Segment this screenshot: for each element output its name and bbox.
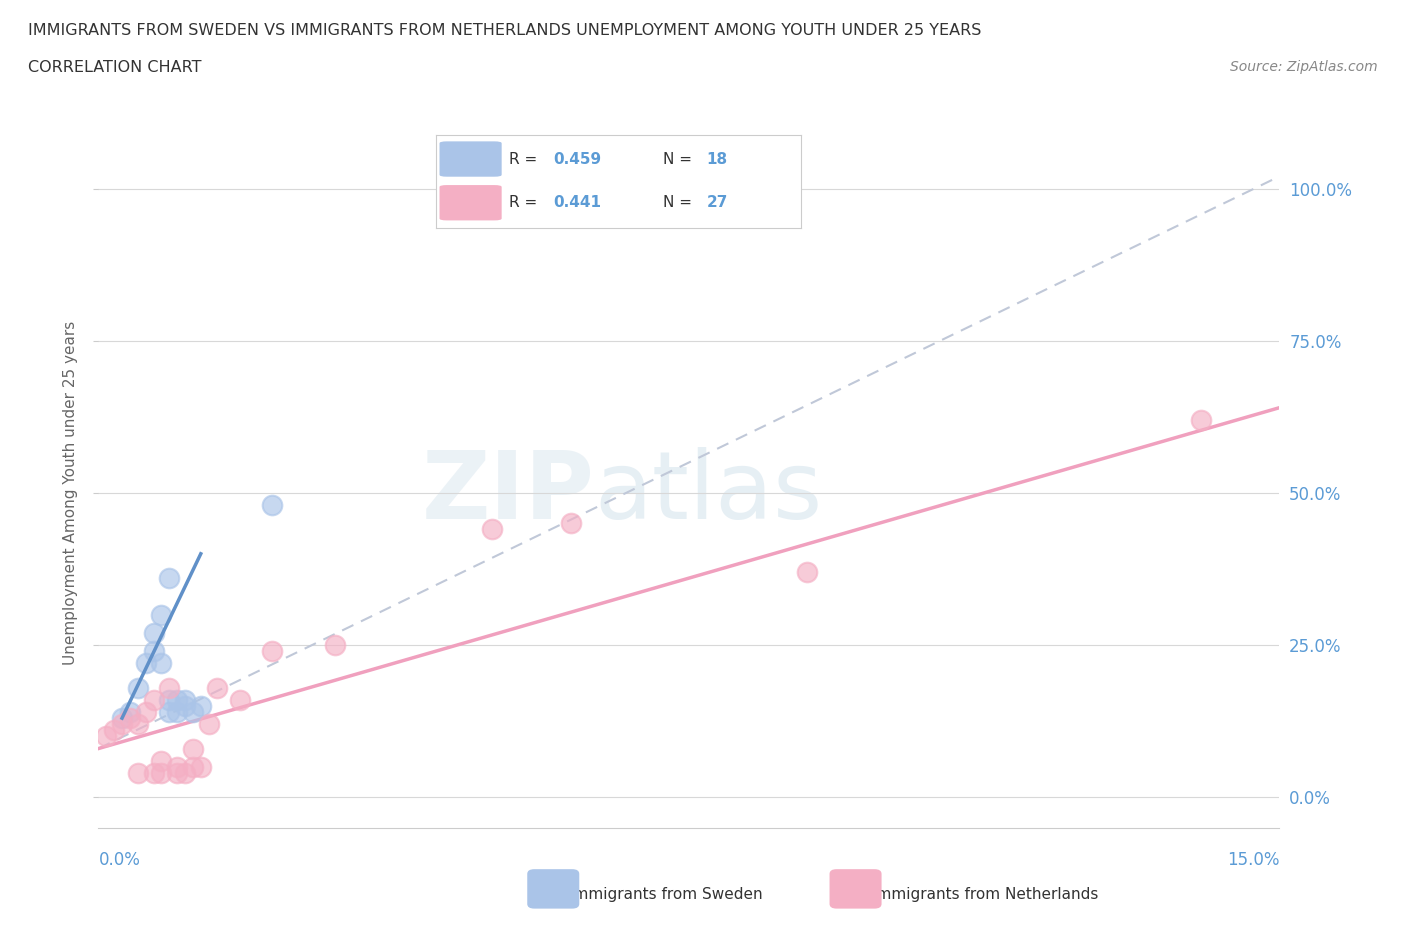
Point xyxy=(127,765,149,780)
Point xyxy=(96,729,118,744)
Point xyxy=(181,705,204,720)
Point xyxy=(174,765,197,780)
Text: 27: 27 xyxy=(706,195,728,210)
Text: IMMIGRANTS FROM SWEDEN VS IMMIGRANTS FROM NETHERLANDS UNEMPLOYMENT AMONG YOUTH U: IMMIGRANTS FROM SWEDEN VS IMMIGRANTS FRO… xyxy=(28,23,981,38)
Point xyxy=(142,644,165,658)
Text: Source: ZipAtlas.com: Source: ZipAtlas.com xyxy=(1230,60,1378,74)
Point xyxy=(142,765,165,780)
Point xyxy=(166,760,188,775)
Point xyxy=(157,571,180,586)
Point xyxy=(150,607,173,622)
Text: 0.459: 0.459 xyxy=(553,153,600,167)
Point xyxy=(150,765,173,780)
Text: 18: 18 xyxy=(706,153,727,167)
Point xyxy=(135,705,157,720)
Text: 0.441: 0.441 xyxy=(553,195,600,210)
Point xyxy=(166,705,188,720)
Point xyxy=(118,711,141,725)
Text: atlas: atlas xyxy=(595,447,823,538)
Point xyxy=(181,741,204,756)
Point xyxy=(260,644,283,658)
Point xyxy=(560,516,582,531)
Text: R =: R = xyxy=(509,195,543,210)
Point xyxy=(142,693,165,708)
Point xyxy=(150,656,173,671)
Point xyxy=(150,753,173,768)
Point xyxy=(127,717,149,732)
Text: ZIP: ZIP xyxy=(422,447,595,538)
Point xyxy=(481,522,503,537)
FancyBboxPatch shape xyxy=(440,141,502,177)
Point xyxy=(190,760,212,775)
Text: N =: N = xyxy=(662,153,696,167)
Text: Immigrants from Sweden: Immigrants from Sweden xyxy=(569,887,763,902)
Y-axis label: Unemployment Among Youth under 25 years: Unemployment Among Youth under 25 years xyxy=(63,321,77,665)
Point xyxy=(181,760,204,775)
Point xyxy=(260,498,283,512)
Point xyxy=(111,717,134,732)
Text: Immigrants from Netherlands: Immigrants from Netherlands xyxy=(872,887,1098,902)
Point xyxy=(1189,412,1212,427)
Text: 0.0%: 0.0% xyxy=(98,851,141,869)
Point xyxy=(190,698,212,713)
Point xyxy=(111,711,134,725)
Point xyxy=(157,693,180,708)
Text: R =: R = xyxy=(509,153,543,167)
FancyBboxPatch shape xyxy=(440,185,502,220)
Point xyxy=(166,765,188,780)
Point xyxy=(229,693,252,708)
Point xyxy=(205,680,228,695)
Point xyxy=(174,698,197,713)
Point xyxy=(142,626,165,641)
Point xyxy=(157,705,180,720)
Point xyxy=(157,680,180,695)
Point xyxy=(135,656,157,671)
Text: CORRELATION CHART: CORRELATION CHART xyxy=(28,60,201,75)
Point xyxy=(197,717,219,732)
Point xyxy=(174,693,197,708)
Point xyxy=(166,693,188,708)
Point xyxy=(796,565,818,579)
Text: N =: N = xyxy=(662,195,696,210)
Point xyxy=(127,680,149,695)
Text: 15.0%: 15.0% xyxy=(1227,851,1279,869)
Point xyxy=(118,705,141,720)
Point xyxy=(103,723,125,737)
Point xyxy=(323,638,346,653)
